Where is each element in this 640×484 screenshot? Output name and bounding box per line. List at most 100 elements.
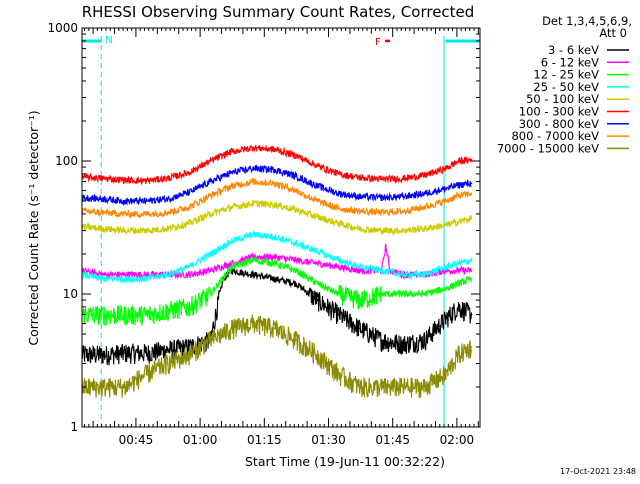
series-7-point-7 — [230, 184, 233, 187]
series-6-point-8 — [252, 167, 255, 170]
series-8-point-4 — [166, 362, 169, 365]
series-4-point-18 — [457, 220, 460, 223]
series-5-point-3 — [145, 179, 148, 182]
legend-label-5: 100 - 300 keV — [519, 105, 599, 119]
legend-header-line-1: Det 1,3,4,5,6,9, — [542, 14, 632, 28]
x-axis-label: Start Time (19-Jun-11 00:32:22) — [245, 454, 445, 469]
y-tick-label-1: 10 — [63, 287, 78, 301]
series-0-point-20 — [470, 313, 473, 316]
series-0-point-10 — [273, 277, 276, 280]
series-1-point-6 — [209, 269, 212, 272]
series-3-point-5 — [188, 265, 190, 268]
series-2-point-9 — [273, 262, 276, 265]
series-1-point-9 — [273, 256, 276, 258]
series-2-point-14 — [380, 293, 383, 295]
series-4-point-6 — [209, 213, 212, 215]
series-8-point-14 — [380, 386, 383, 388]
series-7-point-1 — [102, 211, 105, 214]
series-5-point-6 — [209, 160, 212, 162]
series-7-point-19 — [470, 192, 473, 195]
series-8-point-1 — [102, 386, 105, 388]
series-4-point-9 — [273, 203, 276, 206]
series-7-point-5 — [188, 206, 190, 209]
footer-timestamp: 17-Oct-2021 23:48 — [560, 467, 636, 476]
series-5-point-13 — [359, 176, 362, 179]
series-7-point-16 — [423, 206, 426, 209]
series-5-point-8 — [252, 146, 255, 149]
series-8-point-8 — [252, 322, 255, 325]
x-tick-label-0: 00:45 — [119, 433, 154, 447]
series-6-point-9 — [273, 168, 276, 171]
series-5-point-5 — [188, 171, 190, 174]
series-5-point-12 — [337, 172, 340, 175]
series-line-7 — [82, 176, 472, 219]
series-4-point-7 — [230, 206, 233, 209]
series-4-point-2 — [123, 229, 126, 232]
series-2-point-2 — [123, 313, 126, 316]
series-8-point-16 — [423, 386, 426, 388]
x-tick-label-2: 01:15 — [247, 433, 282, 447]
series-4-point-4 — [166, 227, 169, 230]
series-7-point-17 — [444, 200, 447, 202]
series-6-point-15 — [402, 195, 404, 198]
series-0-point-11 — [295, 282, 297, 285]
series-4-point-13 — [359, 227, 362, 230]
legend-label-0: 3 - 6 keV — [548, 43, 599, 57]
series-7-point-18 — [457, 194, 460, 197]
series-3-point-19 — [470, 259, 473, 261]
series-3-point-3 — [145, 277, 148, 280]
series-0-point-4 — [166, 348, 169, 351]
series-0-point-2 — [123, 352, 126, 354]
series-1-point-1 — [102, 273, 105, 276]
series-7-point-10 — [295, 189, 297, 192]
series-6-point-14 — [380, 196, 383, 199]
series-line-0 — [82, 267, 472, 366]
series-0-point-13 — [337, 313, 340, 316]
series-5-point-1 — [102, 177, 105, 180]
series-line-5 — [82, 144, 472, 186]
series-2-point-16 — [423, 293, 426, 295]
series-7-point-13 — [359, 210, 362, 213]
series-7-point-9 — [273, 182, 276, 185]
series-3-point-1 — [102, 277, 105, 280]
series-8-point-2 — [123, 386, 126, 388]
series-5-point-2 — [123, 179, 126, 181]
series-7-point-2 — [123, 213, 126, 215]
series-5-point-14 — [380, 178, 383, 181]
series-1-point-5 — [188, 273, 190, 276]
series-3-point-13 — [359, 265, 362, 268]
series-6-point-6 — [209, 180, 212, 183]
series-1-point-11 — [316, 262, 319, 265]
axis-layer: 1 10 100 1000 00:45 01:00 01:15 01:30 01:45 02:00 — [47, 21, 480, 447]
series-0-point-1 — [102, 353, 105, 356]
series-5-point-11 — [316, 164, 319, 167]
series-4-point-3 — [145, 229, 148, 232]
series-3-point-10 — [295, 242, 297, 245]
x-tick-label-4: 01:45 — [375, 433, 410, 447]
series-0-point-8 — [230, 269, 233, 272]
series-7-point-12 — [337, 207, 340, 210]
series-6-point-10 — [295, 175, 297, 177]
series-1-point-20 — [457, 269, 460, 272]
y-tick-label-0: 1 — [70, 420, 78, 434]
series-2-point-3 — [145, 313, 148, 316]
series-6-point-17 — [444, 187, 447, 190]
series-4-point-8 — [252, 202, 255, 205]
series-7-point-11 — [316, 200, 319, 202]
series-4-point-16 — [423, 227, 426, 230]
series-0-point-18 — [444, 317, 447, 320]
series-5-point-16 — [423, 174, 426, 177]
series-2-point-1 — [102, 313, 105, 316]
series-8-point-19 — [470, 346, 473, 348]
series-6-point-2 — [123, 200, 126, 202]
night-label: N — [105, 35, 112, 46]
series-1-point-10 — [295, 259, 297, 261]
series-3-point-9 — [273, 235, 276, 238]
chart-title: RHESSI Observing Summary Count Rates, Co… — [82, 3, 475, 21]
series-6-point-7 — [230, 171, 233, 174]
